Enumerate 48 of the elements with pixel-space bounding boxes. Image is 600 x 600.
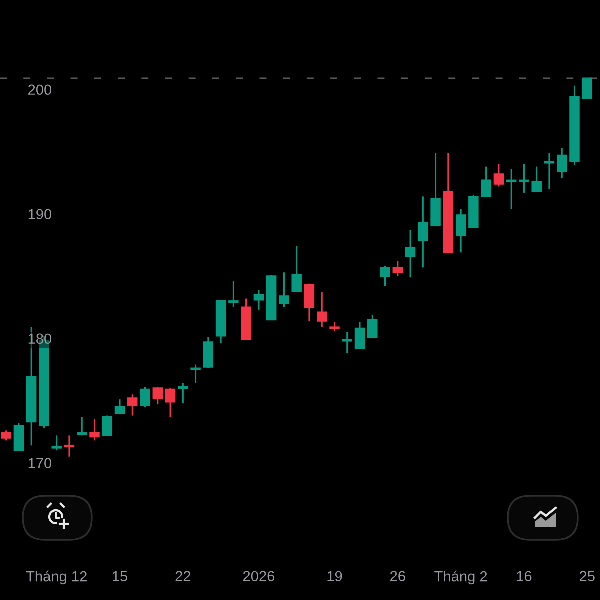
candlestick	[544, 152, 555, 190]
candlestick	[532, 166, 542, 192]
candlestick	[254, 289, 264, 311]
candlestick	[190, 364, 201, 384]
x-tick-label: 16	[517, 571, 532, 582]
candlestick	[342, 332, 352, 354]
y-tick-label: 190	[28, 209, 52, 220]
candlestick	[392, 260, 404, 278]
candlestick	[64, 434, 75, 458]
candlestick	[128, 394, 138, 417]
candlestick	[354, 322, 366, 350]
candlestick	[582, 78, 592, 100]
candlestick	[481, 166, 492, 198]
candlestick	[304, 283, 315, 322]
x-tick-label: 26	[390, 571, 406, 582]
x-tick-label: 19	[328, 571, 342, 582]
candlestick	[102, 415, 112, 436]
candlestick	[76, 416, 88, 436]
candlestick	[405, 230, 416, 278]
x-tick-label: Tháng 2	[434, 570, 488, 585]
candlestick	[114, 398, 126, 416]
x-tick-label: 2026	[243, 571, 275, 582]
y-tick-label: 180	[28, 334, 52, 344]
candlestick	[279, 272, 290, 308]
candlestick	[90, 418, 100, 442]
candlestick	[1, 430, 12, 442]
x-tick-label: 22	[176, 571, 191, 582]
candlestick	[165, 388, 176, 418]
y-tick-label: 170	[28, 458, 52, 468]
candlestick	[140, 386, 150, 408]
y-tick-label: 200	[28, 84, 52, 96]
candlestick	[556, 147, 568, 179]
candlestick	[292, 246, 302, 292]
candlestick	[52, 434, 62, 452]
candlestick	[519, 164, 530, 194]
x-tick-label: 25	[580, 571, 595, 582]
candlestick	[380, 266, 390, 288]
x-tick-label: 15	[113, 571, 128, 582]
candlestick	[316, 292, 328, 328]
candlestick	[368, 314, 378, 338]
candlestick	[152, 386, 164, 406]
candlestick	[178, 382, 188, 404]
candlestick	[456, 208, 466, 254]
candlestick	[418, 196, 428, 268]
candlestick	[494, 164, 504, 188]
candlestick	[228, 280, 239, 308]
x-tick-label: Tháng 12	[26, 570, 87, 585]
candlestick	[506, 168, 517, 210]
